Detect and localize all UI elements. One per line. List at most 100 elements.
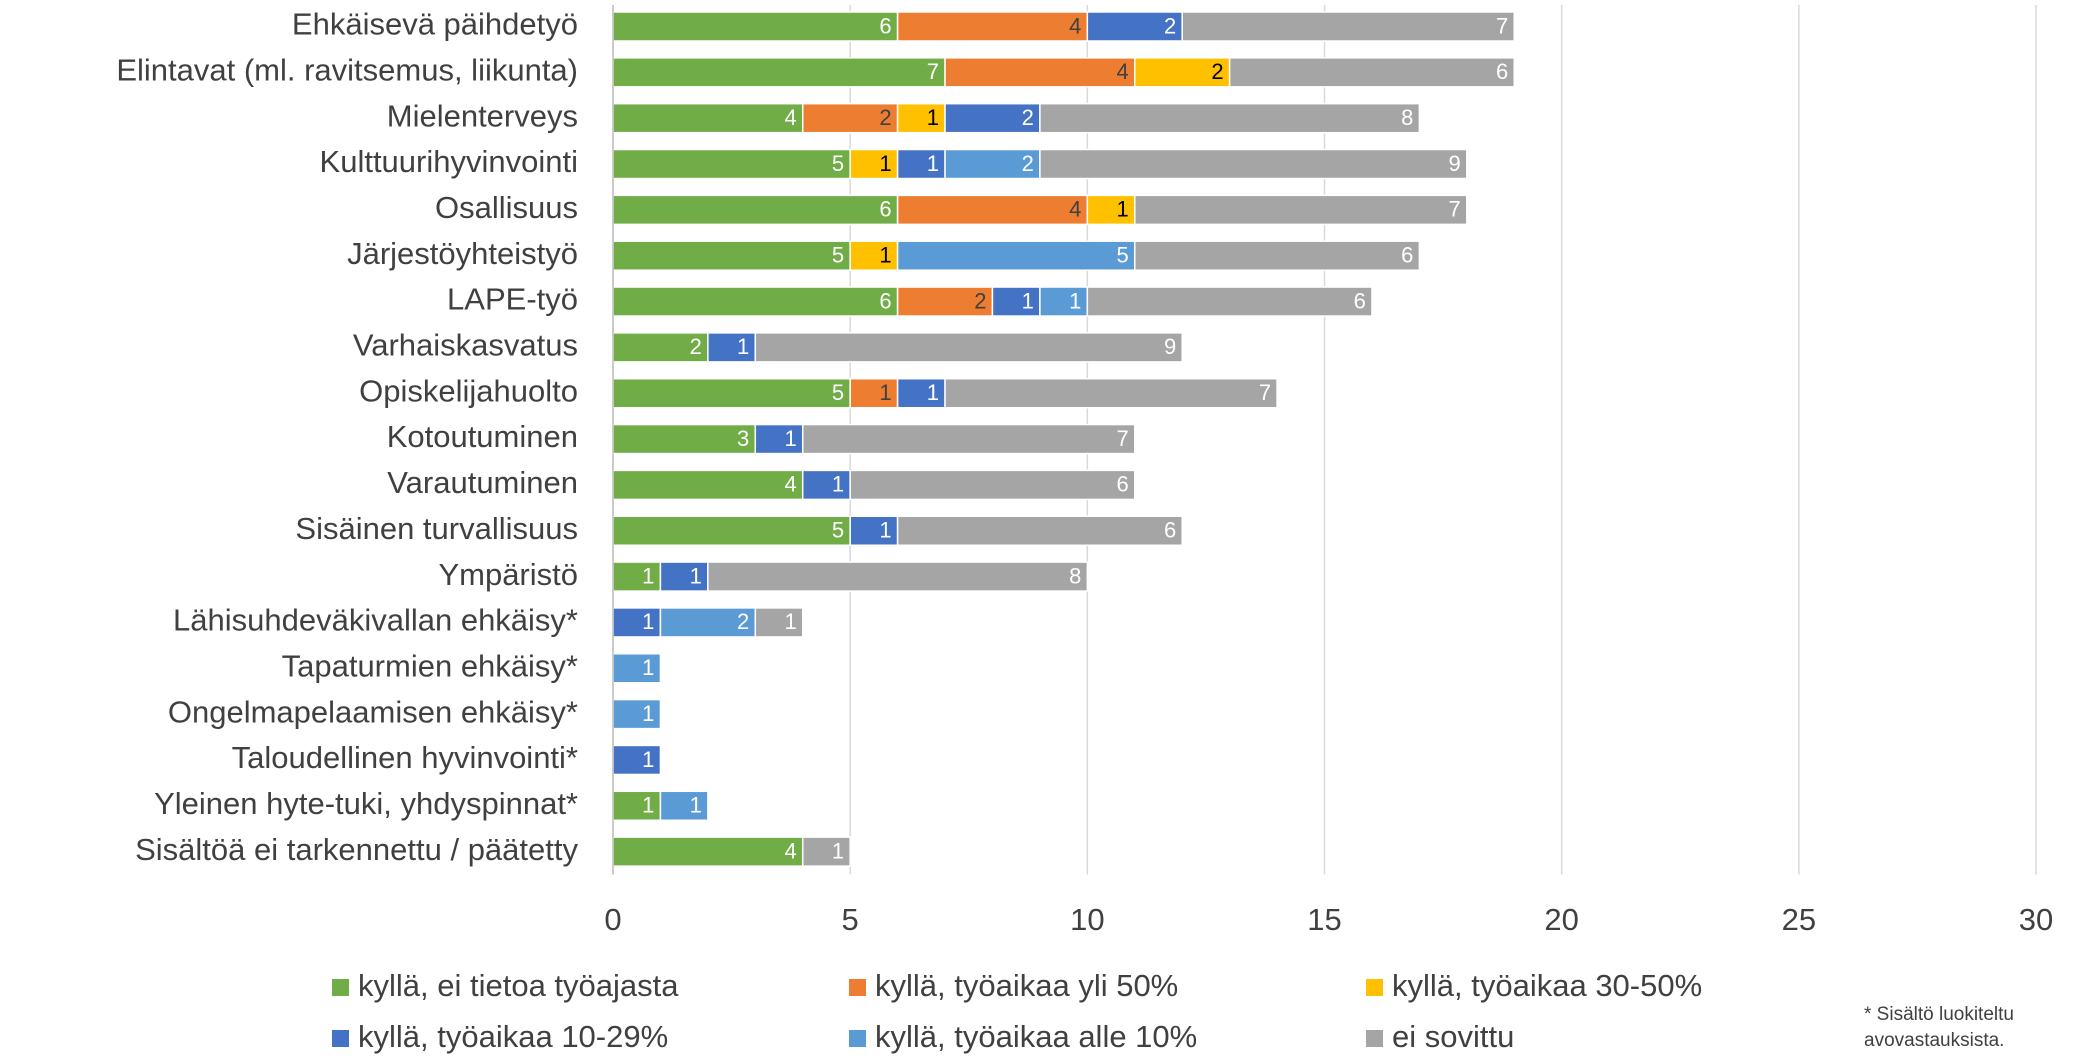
bar-segment: [896, 11, 1089, 42]
data-label: 1: [927, 105, 939, 130]
data-label: 6: [1164, 518, 1176, 543]
y-tick-label: Tapaturmien ehkäisy*: [282, 648, 578, 683]
bar-segment: [612, 423, 757, 455]
bar-segment: [801, 836, 851, 867]
bar-segment: [896, 240, 1136, 271]
data-label: 5: [832, 151, 844, 176]
bar-segment: [612, 102, 804, 134]
legend-label: kyllä, työaikaa 30-50%: [1392, 968, 1702, 1003]
bar-segment: [612, 469, 804, 501]
bar-segment: [1039, 286, 1089, 317]
bar-segment: [801, 102, 899, 134]
data-label: 6: [1117, 472, 1129, 497]
bar-segment: [612, 607, 662, 638]
bar-segment: [707, 561, 1089, 592]
data-label: 5: [832, 380, 844, 405]
bar-segment: [849, 148, 899, 180]
bar-segment: [1134, 194, 1468, 226]
data-label: 7: [1117, 426, 1129, 451]
data-label: 6: [879, 197, 891, 222]
bar-segment: [1181, 11, 1515, 42]
legend-label: kyllä, työaikaa yli 50%: [875, 968, 1178, 1003]
data-label: 1: [1022, 288, 1034, 313]
y-tick-label: Ongelmapelaamisen ehkäisy*: [168, 694, 578, 729]
data-label: 4: [784, 472, 796, 497]
data-label: 2: [1164, 13, 1176, 38]
y-tick-label: Sisäinen turvallisuus: [295, 511, 578, 546]
bar-segment: [944, 102, 1041, 134]
bar-segment: [612, 194, 899, 226]
data-label: 2: [1022, 151, 1034, 176]
legend-label: kyllä, ei tietoa työajasta: [358, 968, 679, 1003]
data-label: 4: [784, 838, 796, 863]
y-tick-label: Elintavat (ml. ravitsemus, liikunta): [116, 53, 578, 88]
data-label: 9: [1449, 151, 1461, 176]
bar-segment: [896, 377, 946, 409]
bar-segment: [612, 11, 899, 42]
y-tick-label: Kotoutuminen: [387, 419, 578, 454]
bar-segment: [1039, 102, 1421, 134]
bar-segment: [1134, 240, 1421, 271]
data-label: 1: [642, 747, 654, 772]
legend-swatch: [849, 1030, 866, 1047]
data-label: 1: [879, 380, 891, 405]
data-label: 1: [784, 426, 796, 451]
legend-swatch: [1366, 979, 1383, 996]
bar-segment: [801, 469, 851, 501]
bar-segment: [612, 332, 709, 363]
y-tick-label: Varautuminen: [387, 465, 578, 500]
data-label: 1: [690, 793, 702, 818]
y-tick-label: LAPE-työ: [447, 282, 578, 317]
data-label: 5: [1117, 243, 1129, 268]
data-label: 7: [1259, 380, 1271, 405]
bar-segment: [896, 194, 1089, 226]
bar-segment: [612, 286, 899, 317]
x-tick-label: 0: [604, 902, 621, 937]
data-label: 2: [974, 288, 986, 313]
footnote: * Sisältö luokiteltu: [1864, 1004, 2014, 1025]
bar-segment: [896, 286, 994, 317]
data-label: 1: [784, 609, 796, 634]
bar-segment: [896, 102, 946, 134]
data-label: 2: [1022, 105, 1034, 130]
data-label: 6: [879, 13, 891, 38]
data-label: 1: [642, 701, 654, 726]
bar-segment: [944, 377, 1278, 409]
bar-segment: [612, 836, 804, 867]
data-label: 1: [1069, 288, 1081, 313]
data-label: 1: [832, 472, 844, 497]
x-tick-label: 25: [1782, 902, 1816, 937]
bar-segment: [612, 148, 851, 180]
bar-segment: [896, 515, 1183, 546]
data-label: 2: [737, 609, 749, 634]
bar-segment: [659, 561, 709, 592]
data-label: 9: [1164, 334, 1176, 359]
legend-swatch: [849, 979, 866, 996]
bar-segment: [659, 607, 757, 638]
data-label: 1: [927, 151, 939, 176]
data-label: 5: [832, 243, 844, 268]
data-label: 7: [1449, 197, 1461, 222]
data-label: 8: [1401, 105, 1413, 130]
bar-segment: [1086, 11, 1183, 42]
data-label: 5: [832, 518, 844, 543]
x-tick-label: 5: [842, 902, 859, 937]
y-tick-label: Osallisuus: [435, 190, 578, 225]
x-tick-label: 15: [1307, 902, 1341, 937]
y-tick-label: Järjestöyhteistyö: [347, 236, 578, 271]
bar-segment: [849, 469, 1136, 501]
bar-segment: [944, 57, 1136, 88]
data-label: 6: [1354, 288, 1366, 313]
data-label: 1: [879, 518, 891, 543]
data-label: 1: [737, 334, 749, 359]
data-label: 4: [1069, 13, 1081, 38]
data-label: 6: [1401, 243, 1413, 268]
bar-segment: [612, 377, 851, 409]
data-label: 3: [737, 426, 749, 451]
legend-swatch: [332, 979, 349, 996]
data-label: 1: [879, 243, 891, 268]
data-label: 1: [642, 563, 654, 588]
bar-segment: [612, 744, 662, 776]
legend-swatch: [332, 1030, 349, 1047]
